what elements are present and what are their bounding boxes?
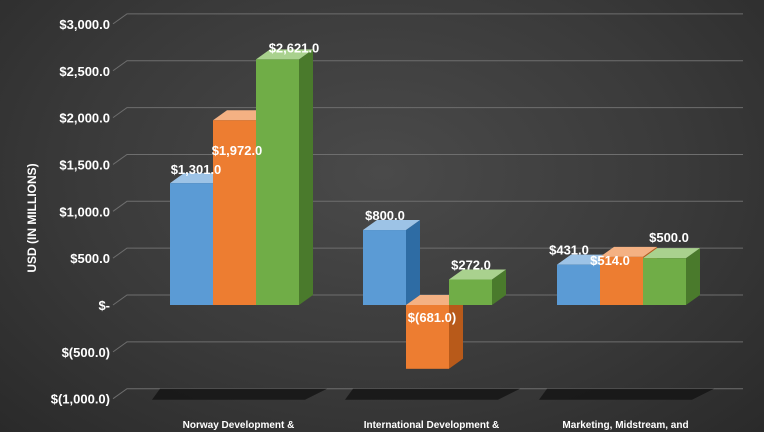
shadow-layer bbox=[152, 388, 714, 400]
data-label: $800.0 bbox=[365, 208, 405, 223]
bar bbox=[643, 248, 700, 305]
y-tick-label: $- bbox=[98, 298, 110, 313]
data-label: $(681.0) bbox=[408, 310, 456, 325]
label-layer: $1,301.0 $1,972.0 $2,621.0 $800.0 $(681.0) $2… bbox=[171, 40, 689, 325]
bar bbox=[256, 49, 313, 306]
bar-shadow bbox=[539, 388, 714, 400]
gridline bbox=[112, 107, 743, 119]
gridline bbox=[112, 153, 743, 165]
y-tick-label: $(500.0) bbox=[62, 345, 110, 360]
y-tick-label: $(1,000.0) bbox=[51, 392, 110, 407]
bar bbox=[363, 220, 420, 305]
y-tick-label: $3,000.0 bbox=[59, 17, 110, 32]
gridline bbox=[112, 200, 743, 212]
gridline bbox=[112, 13, 743, 25]
gridline bbox=[112, 294, 743, 306]
gridline bbox=[112, 341, 743, 353]
data-label: $272.0 bbox=[451, 258, 491, 273]
data-label: $1,301.0 bbox=[171, 162, 222, 177]
bar-layer bbox=[170, 49, 700, 369]
data-label: $1,972.0 bbox=[212, 143, 263, 158]
bar bbox=[449, 269, 506, 305]
bar bbox=[406, 295, 463, 369]
grid-layer bbox=[112, 13, 743, 400]
category-layer: Norway Development & International Develo… bbox=[183, 420, 689, 431]
category-label: Norway Development & bbox=[183, 420, 295, 431]
bar-shadow bbox=[152, 388, 327, 400]
data-label: $2,621.0 bbox=[269, 40, 320, 55]
y-tick-label: $2,000.0 bbox=[59, 111, 110, 126]
category-label: Marketing, Midstream, and bbox=[562, 420, 688, 431]
y-tick-label: $500.0 bbox=[70, 251, 110, 266]
data-label: $500.0 bbox=[649, 230, 689, 245]
gridline bbox=[112, 60, 743, 72]
data-label: $431.0 bbox=[549, 243, 589, 258]
bar-shadow bbox=[345, 388, 520, 400]
y-tick-label: $1,500.0 bbox=[59, 157, 110, 172]
category-label: International Development & bbox=[364, 420, 500, 431]
tick-layer: $3,000.0 $2,500.0 $2,000.0 $1,500.0 $1,000.0… bbox=[51, 17, 110, 407]
y-tick-label: $1,000.0 bbox=[59, 204, 110, 219]
gridline bbox=[112, 247, 743, 259]
data-label: $514.0 bbox=[590, 253, 630, 268]
y-axis-title: USD (IN MILLIONS) bbox=[25, 163, 39, 272]
y-tick-label: $2,500.0 bbox=[59, 64, 110, 79]
gridline bbox=[112, 388, 743, 400]
